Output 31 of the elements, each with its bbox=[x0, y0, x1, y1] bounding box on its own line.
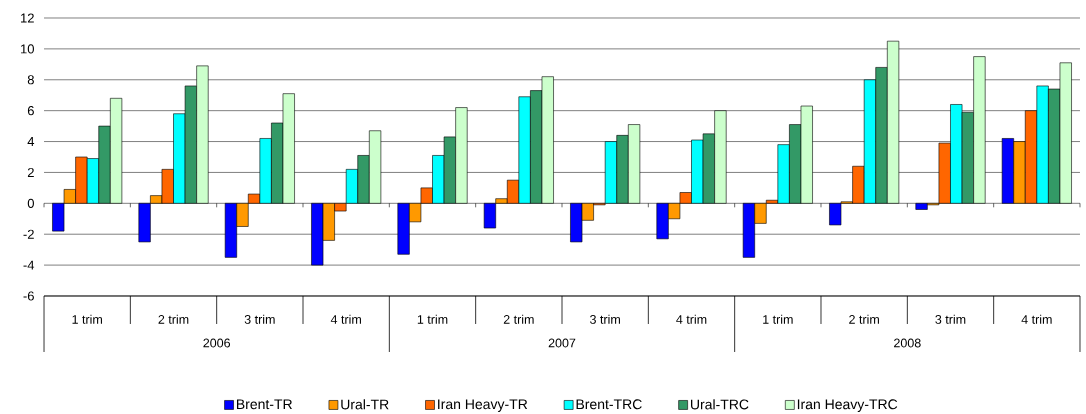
text: 2006 bbox=[203, 338, 231, 348]
legend-label: Iran Heavy-TRC bbox=[797, 399, 898, 412]
x-tick-label: 1 trim bbox=[763, 314, 793, 324]
text: 2008 bbox=[894, 338, 921, 348]
legend-label: Iran Heavy-TR bbox=[438, 399, 528, 412]
text: 2007 bbox=[548, 338, 576, 348]
y-tick-label: 0 bbox=[27, 198, 34, 208]
x-tick-label: 3 trim bbox=[590, 314, 620, 324]
y-tick-label: 10 bbox=[21, 44, 34, 54]
y-tick-label: -2 bbox=[23, 229, 34, 239]
x-tick-label: 2 trim bbox=[158, 314, 189, 324]
x-tick-label: 2 trim bbox=[849, 314, 879, 324]
y-tick-label: -6 bbox=[23, 291, 34, 301]
legend-label: Brent-TR bbox=[236, 399, 292, 410]
x-tick-label: 4 trim bbox=[1021, 314, 1052, 324]
y-tick-label: -4 bbox=[23, 260, 35, 270]
x-tick-label: 3 trim bbox=[935, 314, 966, 324]
y-tick-label: 6 bbox=[27, 106, 34, 116]
y-tick-label: 2 bbox=[27, 167, 34, 177]
y-tick-label: 4 bbox=[27, 137, 35, 147]
y-tick-label: 12 bbox=[21, 13, 34, 23]
legend-label: Brent-TRC bbox=[576, 399, 642, 410]
x-tick-label: 2 trim bbox=[503, 314, 534, 324]
x-tick-label: 4 trim bbox=[330, 314, 361, 324]
x-tick-label: 1 trim bbox=[72, 314, 102, 324]
legend-label: Ural-TRC bbox=[691, 399, 749, 410]
y-tick-label: 8 bbox=[27, 75, 34, 85]
legend-label: Ural-TR bbox=[341, 399, 389, 410]
x-tick-label: 4 trim bbox=[676, 314, 707, 324]
x-tick-label: 1 trim bbox=[417, 314, 448, 324]
x-tick-label: 3 trim bbox=[244, 314, 275, 324]
